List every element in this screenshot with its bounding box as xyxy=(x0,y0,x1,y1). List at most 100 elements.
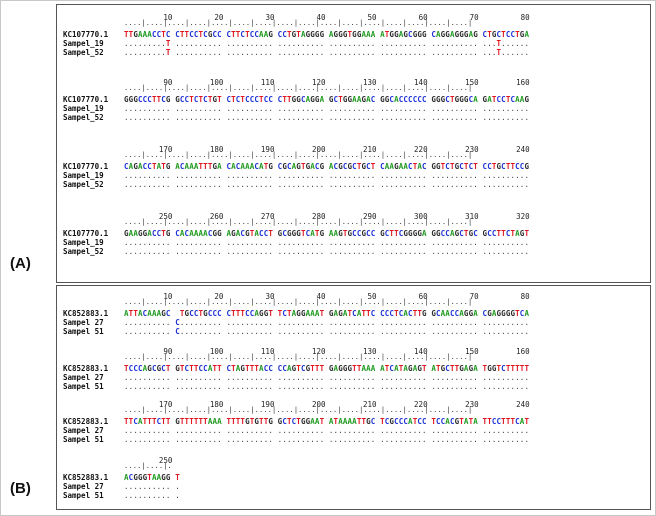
sequence-residues: .......... .......... .......... .......… xyxy=(124,113,530,122)
ruler-number: 20 xyxy=(214,13,224,22)
ruler-number: 50 xyxy=(367,13,377,22)
sequence-residues: .......... .......... .......... .......… xyxy=(124,180,530,189)
sequence-residues: GGGCCCTTCG GCCTCTCTGT CTCTCCCTCC CTTGGCA… xyxy=(124,95,530,104)
sequence-residues: .......... C......... .......... .......… xyxy=(124,327,530,336)
ruler-number: 260 xyxy=(209,212,224,221)
ruler-number: 240 xyxy=(516,145,530,154)
sequence-name: KC107770.1 xyxy=(63,162,109,171)
ruler-number: 140 xyxy=(414,347,428,356)
ruler-number: 10 xyxy=(163,13,173,22)
ruler-number: 130 xyxy=(363,347,377,356)
ruler-ticks: ....|....|....|....|....|....|....|....|… xyxy=(124,84,473,92)
sequence-name: Sampel 51 xyxy=(63,327,104,336)
ruler-number: 30 xyxy=(265,292,275,301)
ruler-number: 90 xyxy=(163,78,173,87)
sequence-residues: ATTACAAAGC TGCCTGCCC CTTTCCAGGT TCTAGGAA… xyxy=(124,309,530,318)
ruler-number: 190 xyxy=(260,400,275,409)
ruler-ticks: ....|....|....|....|....|....|....|....|… xyxy=(124,406,473,414)
ruler-ticks: ....|....|....|....|....|....|....|....|… xyxy=(124,218,473,226)
ruler-number: 110 xyxy=(260,347,275,356)
sequence-name: Sampel_52 xyxy=(63,113,104,122)
panel-b-label: (B) xyxy=(10,480,31,497)
sequence-residues: CAGACCTATG ACAAATTTGA CACAAACATG CGCAGTG… xyxy=(124,162,530,171)
sequence-residues: .......... .......... .......... .......… xyxy=(124,171,530,180)
sequence-row: Sampel 27 .......... .......... .........… xyxy=(63,426,643,435)
alignment-block: 90 100 110 120 130 140 150 160 ....|....|....|..… xyxy=(63,347,643,391)
panel-a-label: (A) xyxy=(10,255,31,272)
ruler-ticks: ....|....|....|....|....|....|....|....|… xyxy=(124,298,473,306)
ruler-ticks: ....|....|....|....|....|....|....|....|… xyxy=(124,19,473,27)
sequence-residues: TCCCAGCGCT GTCTTCCATT CTAGTTTACC CCAGTCG… xyxy=(124,364,530,373)
sequence-name: Sampel_19 xyxy=(63,104,104,113)
alignment-block: 10 20 30 40 50 60 70 80 ....|....|....|....|....… xyxy=(63,292,643,336)
ruler-number: 240 xyxy=(516,400,530,409)
sequence-name: Sampel_19 xyxy=(63,238,104,247)
sequence-row: Sampel_19 .......... .......... .........… xyxy=(63,171,643,180)
sequence-name: KC107770.1 xyxy=(63,95,109,104)
sequence-name: KC107770.1 xyxy=(63,30,109,39)
sequence-name: Sampel_52 xyxy=(63,180,104,189)
sequence-row: Sampel_52 .......... .......... .........… xyxy=(63,180,643,189)
ruler-number: 40 xyxy=(316,13,326,22)
sequence-name: KC107770.1 xyxy=(63,229,109,238)
ruler-ticks: ....|....|....|....|....|....|....|....|… xyxy=(124,353,473,361)
ruler-number: 220 xyxy=(414,145,428,154)
ruler-number: 90 xyxy=(163,347,173,356)
position-ruler: 90 100 110 120 130 140 150 160 xyxy=(63,347,643,356)
sequence-row: KC107770.1 CAGACCTATG ACAAATTTGA CACAAACA… xyxy=(63,162,643,171)
alignment-block: 10 20 30 40 50 60 70 80 ....|....|....|....|....… xyxy=(63,13,643,57)
ruler-number: 100 xyxy=(209,347,224,356)
ruler-number: 160 xyxy=(516,78,530,87)
ruler-number: 140 xyxy=(414,78,428,87)
ruler-number: 220 xyxy=(414,400,428,409)
alignment-block: 250 ....|....|. KC852883.1 ACGGGTAAGG T Samp… xyxy=(63,456,643,500)
position-ruler: 10 20 30 40 50 60 70 80 xyxy=(63,292,643,301)
sequence-row: Sampel 51 .......... . xyxy=(63,491,643,500)
ruler-number: 30 xyxy=(265,13,275,22)
ruler-number: 100 xyxy=(209,78,224,87)
alignment-block: 170 180 190 200 210 220 230 240 ....|....|....|.… xyxy=(63,400,643,444)
ruler-number: 180 xyxy=(209,400,224,409)
sequence-name: Sampel 51 xyxy=(63,435,104,444)
ruler-number: 110 xyxy=(260,78,275,87)
panel-b-alignment: 10 20 30 40 50 60 70 80 ....|....|....|....|....… xyxy=(56,285,651,510)
sequence-residues: .......... . xyxy=(124,491,180,500)
alignment-block: 90 100 110 120 130 140 150 160 ....|....|....|..… xyxy=(63,78,643,122)
position-ruler: 250 xyxy=(63,456,643,465)
sequence-row: Sampel 51 .......... .......... .........… xyxy=(63,382,643,391)
ruler-number: 70 xyxy=(469,13,479,22)
ruler-number: 230 xyxy=(465,400,479,409)
ruler-number: 210 xyxy=(363,400,377,409)
ruler-number: 120 xyxy=(311,78,326,87)
alignment-block: 250 260 270 280 290 300 310 320 ....|....|....|.… xyxy=(63,212,643,256)
sequence-row: KC852883.1 ACGGGTAAGG T xyxy=(63,473,643,482)
ruler-number: 50 xyxy=(367,292,377,301)
ruler-number: 40 xyxy=(316,292,326,301)
sequence-row: Sampel 27 .......... C......... .........… xyxy=(63,318,643,327)
ruler-number: 300 xyxy=(414,212,428,221)
sequence-name: Sampel_19 xyxy=(63,171,104,180)
ruler-number: 280 xyxy=(311,212,326,221)
sequence-residues: .......... .......... .......... .......… xyxy=(124,247,530,256)
ruler-number: 230 xyxy=(465,145,479,154)
position-ruler: 90 100 110 120 130 140 150 160 xyxy=(63,78,643,87)
sequence-row: Sampel_52 .......... .......... .........… xyxy=(63,247,643,256)
ruler-number: 20 xyxy=(214,292,224,301)
ruler-number: 120 xyxy=(311,347,326,356)
sequence-name: Sampel 51 xyxy=(63,491,104,500)
sequence-name: Sampel 27 xyxy=(63,426,104,435)
sequence-residues: .......... .......... .......... .......… xyxy=(124,382,530,391)
sequence-residues: .......... C......... .......... .......… xyxy=(124,318,530,327)
sequence-residues: ACGGGTAAGG T xyxy=(124,473,180,482)
ruler-number: 70 xyxy=(469,292,479,301)
sequence-name: Sampel 27 xyxy=(63,482,104,491)
ruler-number: 80 xyxy=(520,292,530,301)
sequence-name: Sampel_19 xyxy=(63,39,104,48)
sequence-row: Sampel 27 .......... . xyxy=(63,482,643,491)
sequence-row: KC107770.1 GGGCCCTTCG GCCTCTCTGT CTCTCCCT… xyxy=(63,95,643,104)
sequence-residues: .......... .......... .......... .......… xyxy=(124,435,530,444)
sequence-residues: .......... .......... .......... .......… xyxy=(124,373,530,382)
ruler-number: 200 xyxy=(311,400,326,409)
sequence-row: Sampel_19 .......... .......... .........… xyxy=(63,238,643,247)
ruler-number: 190 xyxy=(260,145,275,154)
